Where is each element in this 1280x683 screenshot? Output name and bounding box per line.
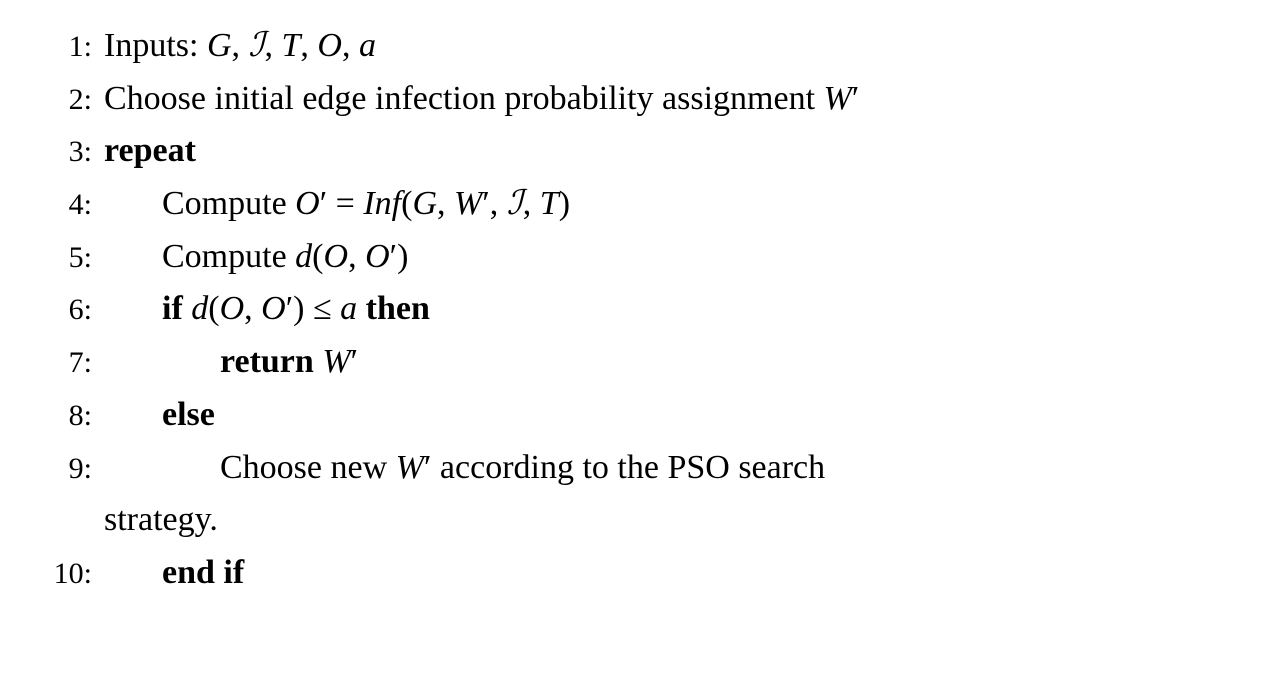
algorithm-line: 10: end if bbox=[30, 547, 1250, 600]
math-symbol: a bbox=[340, 290, 357, 327]
keyword: then bbox=[357, 290, 430, 327]
keyword: end if bbox=[162, 554, 244, 591]
text-segment: ( bbox=[312, 238, 323, 275]
math-symbol: O bbox=[317, 27, 342, 64]
math-symbol: T bbox=[540, 185, 559, 222]
line-body: repeat bbox=[104, 125, 1250, 178]
line-body: if d(O, O′) ≤ a then bbox=[104, 283, 1250, 336]
math-symbol: O bbox=[295, 185, 320, 222]
math-symbol: Inf bbox=[363, 185, 401, 222]
line-number: 2: bbox=[30, 77, 104, 124]
text-segment: ) bbox=[397, 238, 408, 275]
line-number: 1: bbox=[30, 24, 104, 71]
text-segment: ′ bbox=[351, 343, 358, 380]
text-segment: according to the PSO search bbox=[431, 449, 825, 486]
algorithm-line: 6:if d(O, O′) ≤ a then bbox=[30, 283, 1250, 336]
algorithm-line: 5:Compute d(O, O′) bbox=[30, 231, 1250, 284]
text-segment: , bbox=[300, 27, 317, 64]
math-symbol: G bbox=[412, 185, 437, 222]
line-number: 9: bbox=[30, 446, 104, 493]
keyword: else bbox=[162, 396, 215, 433]
line-number: 10: bbox=[30, 551, 104, 598]
line-number: 4: bbox=[30, 182, 104, 229]
math-symbol: O bbox=[324, 238, 349, 275]
math-symbol: O bbox=[365, 238, 390, 275]
line-body: Choose initial edge infection probabilit… bbox=[104, 73, 1250, 126]
text-segment: Choose new bbox=[220, 449, 396, 486]
algorithm-line: 8: else bbox=[30, 389, 1250, 442]
math-symbol: W bbox=[322, 343, 350, 380]
algorithm-listing: 1:Inputs: G, ℐ, T, O, a2:Choose initial … bbox=[30, 20, 1250, 600]
math-symbol: ℐ bbox=[249, 27, 265, 64]
text-segment: Compute bbox=[162, 238, 295, 275]
text-segment: strategy. bbox=[104, 501, 218, 538]
text-segment: , bbox=[342, 27, 359, 64]
line-body: else bbox=[104, 389, 1250, 442]
line-body: end if bbox=[104, 547, 1250, 600]
text-segment: Choose initial edge infection probabilit… bbox=[104, 80, 824, 117]
text-segment: ) ≤ bbox=[293, 290, 340, 327]
math-symbol: O bbox=[261, 290, 286, 327]
text-segment: , bbox=[244, 290, 261, 327]
text-segment: ′ bbox=[852, 80, 859, 117]
algorithm-line: 3:repeat bbox=[30, 125, 1250, 178]
line-number: 3: bbox=[30, 129, 104, 176]
math-symbol: d bbox=[295, 238, 312, 275]
text-segment: = bbox=[327, 185, 363, 222]
text-segment: Inputs: bbox=[104, 27, 207, 64]
keyword: if bbox=[162, 290, 191, 327]
line-body: Choose new W′ according to the PSO searc… bbox=[104, 442, 1250, 495]
math-symbol: W bbox=[396, 449, 424, 486]
algorithm-line: 4:Compute O′ = Inf(G, W′, ℐ, T) bbox=[30, 178, 1250, 231]
keyword: return bbox=[220, 343, 322, 380]
text-segment: , bbox=[265, 27, 282, 64]
text-segment: ( bbox=[208, 290, 219, 327]
algorithm-line: 7:return W′ bbox=[30, 336, 1250, 389]
math-symbol: W bbox=[824, 80, 852, 117]
line-number: 7: bbox=[30, 340, 104, 387]
keyword: repeat bbox=[104, 132, 196, 169]
text-segment: ′ bbox=[390, 238, 397, 275]
math-symbol: ℐ bbox=[507, 185, 523, 222]
algorithm-line: 1:Inputs: G, ℐ, T, O, a bbox=[30, 20, 1250, 73]
line-body: strategy. bbox=[104, 494, 1250, 547]
text-segment: , bbox=[437, 185, 454, 222]
text-segment: ( bbox=[401, 185, 412, 222]
text-segment: Compute bbox=[162, 185, 295, 222]
algorithm-line: 9:Choose new W′ according to the PSO sea… bbox=[30, 442, 1250, 495]
text-segment: ′ bbox=[482, 185, 489, 222]
math-symbol: W bbox=[454, 185, 482, 222]
line-body: Compute O′ = Inf(G, W′, ℐ, T) bbox=[104, 178, 1250, 231]
text-segment: ) bbox=[559, 185, 570, 222]
text-segment: , bbox=[490, 185, 507, 222]
math-symbol: a bbox=[359, 27, 376, 64]
math-symbol: O bbox=[220, 290, 245, 327]
line-number: 6: bbox=[30, 287, 104, 334]
text-segment: , bbox=[348, 238, 365, 275]
line-body: Inputs: G, ℐ, T, O, a bbox=[104, 20, 1250, 73]
text-segment: , bbox=[232, 27, 249, 64]
algorithm-line: strategy. bbox=[30, 494, 1250, 547]
math-symbol: T bbox=[282, 27, 301, 64]
line-body: return W′ bbox=[104, 336, 1250, 389]
line-number: 8: bbox=[30, 393, 104, 440]
algorithm-line: 2:Choose initial edge infection probabil… bbox=[30, 73, 1250, 126]
math-symbol: G bbox=[207, 27, 232, 64]
math-symbol: d bbox=[191, 290, 208, 327]
line-body: Compute d(O, O′) bbox=[104, 231, 1250, 284]
text-segment: , bbox=[523, 185, 540, 222]
line-number: 5: bbox=[30, 235, 104, 282]
